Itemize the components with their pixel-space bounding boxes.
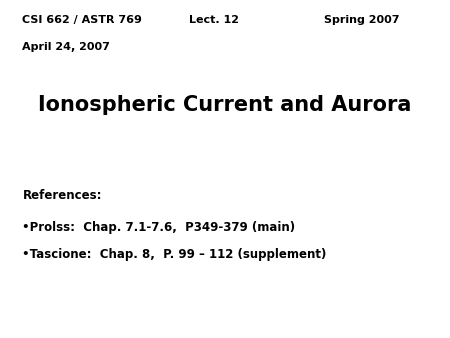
Text: •Prolss:  Chap. 7.1-7.6,  P349-379 (main): •Prolss: Chap. 7.1-7.6, P349-379 (main) bbox=[22, 221, 296, 234]
Text: April 24, 2007: April 24, 2007 bbox=[22, 42, 110, 52]
Text: References:: References: bbox=[22, 189, 102, 202]
Text: Ionospheric Current and Aurora: Ionospheric Current and Aurora bbox=[38, 95, 412, 115]
Text: CSI 662 / ASTR 769: CSI 662 / ASTR 769 bbox=[22, 15, 142, 25]
Text: Lect. 12: Lect. 12 bbox=[189, 15, 239, 25]
Text: Spring 2007: Spring 2007 bbox=[324, 15, 400, 25]
Text: •Tascione:  Chap. 8,  P. 99 – 112 (supplement): •Tascione: Chap. 8, P. 99 – 112 (supplem… bbox=[22, 248, 327, 261]
